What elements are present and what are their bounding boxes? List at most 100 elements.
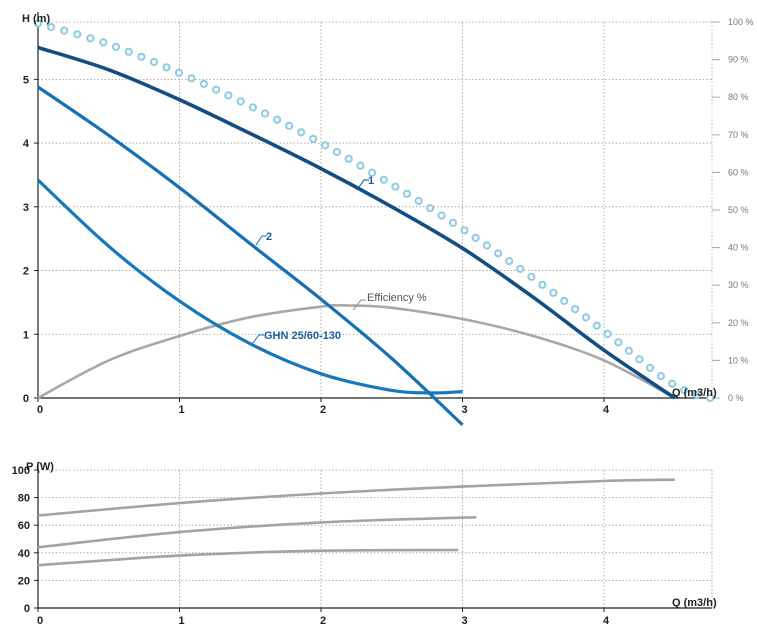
efficiency-axis-tick-label: 10 % xyxy=(728,355,749,365)
dotted-curve-point xyxy=(224,91,233,100)
dotted-curve-point xyxy=(527,272,536,281)
efficiency-axis-tick-label: 30 % xyxy=(728,280,749,290)
bottom-y-tick-label: 40 xyxy=(18,548,30,560)
bottom-x-tick-label: 2 xyxy=(320,615,326,627)
dotted-curve-point xyxy=(124,47,133,56)
bottom-y-tick-label: 100 xyxy=(12,465,30,477)
dotted-curve-point xyxy=(482,241,491,250)
top-y-tick-label: 5 xyxy=(23,74,29,86)
dotted-curve-point xyxy=(332,147,341,157)
curve-2 xyxy=(37,85,464,426)
dotted-curve-point xyxy=(356,161,365,170)
dotted-curve-point xyxy=(656,372,666,381)
dotted-curve-point xyxy=(571,305,580,314)
bottom-y-tick-label: 80 xyxy=(18,493,30,505)
curve-2-label: 2 xyxy=(266,231,272,243)
bottom-chart-grid xyxy=(34,462,713,612)
dotted-curve-point xyxy=(635,355,644,364)
top-y-axis-title: H (m) xyxy=(22,13,50,25)
dotted-curve-point xyxy=(236,97,245,106)
dotted-curve-point xyxy=(260,109,270,118)
bottom-x-tick-label: 1 xyxy=(178,615,184,627)
dotted-curve-point xyxy=(448,218,458,227)
efficiency-axis-tick-label: 50 % xyxy=(728,205,749,215)
dotted-curve-point xyxy=(86,34,95,43)
top-y-tick-label: 1 xyxy=(23,329,29,341)
bottom-x-tick-label: 4 xyxy=(603,615,610,627)
dotted-curve-point xyxy=(285,121,294,131)
top-x-tick-label: 3 xyxy=(461,404,467,416)
top-y-tick-label: 2 xyxy=(23,266,29,278)
curve-1-leader xyxy=(356,179,369,191)
dotted-curve-point xyxy=(391,182,400,191)
dotted-curve-point xyxy=(297,128,306,137)
efficiency-axis-tick-label: 70 % xyxy=(728,130,749,140)
dotted-curve-point xyxy=(344,154,353,163)
efficiency-label: Efficiency % xyxy=(367,292,427,304)
dotted-curve-point xyxy=(199,79,208,89)
dotted-curve-point xyxy=(505,257,514,266)
dotted-curve-point xyxy=(516,264,525,273)
dotted-curve-point xyxy=(402,189,412,198)
dotted-curve-point xyxy=(437,211,446,220)
bottom-x-tick-label: 0 xyxy=(37,615,43,627)
dotted-curve-point xyxy=(706,393,715,403)
dotted-curve-point xyxy=(668,379,677,388)
dotted-curve-point xyxy=(187,74,196,83)
top-x-tick-label: 1 xyxy=(178,404,184,416)
dotted-curve-point xyxy=(471,233,480,242)
power-curve-1 xyxy=(37,478,675,517)
curve-1 xyxy=(37,45,676,400)
dotted-curve-point xyxy=(112,42,121,52)
dotted-curve-point xyxy=(494,249,503,258)
dotted-curve-point xyxy=(248,103,257,112)
dotted-curve-point xyxy=(273,115,282,124)
top-chart-grid xyxy=(34,12,720,402)
efficiency-axis-tick-label: 80 % xyxy=(728,92,749,102)
dotted-curve-point xyxy=(379,175,388,184)
bottom-y-tick-label: 60 xyxy=(18,520,30,532)
dotted-curve-point xyxy=(47,22,56,32)
efficiency-axis-tick-label: 90 % xyxy=(728,55,749,65)
dotted-curve-point xyxy=(560,296,569,306)
efficiency-leader xyxy=(352,299,366,311)
dotted-curve-point xyxy=(614,338,623,347)
dotted-curve-point xyxy=(646,363,655,372)
efficiency-axis-tick-label: 100 % xyxy=(728,17,754,27)
dotted-curve-point xyxy=(73,30,82,39)
dotted-curve-point xyxy=(321,141,330,150)
top-y-tick-label: 0 xyxy=(23,393,29,405)
top-x-tick-label: 0 xyxy=(37,404,43,416)
dotted-curve-point xyxy=(426,204,435,213)
dotted-curve-point xyxy=(603,329,612,338)
curve-2-leader xyxy=(255,235,267,246)
dotted-curve-point xyxy=(33,19,43,28)
efficiency-curve xyxy=(37,303,676,400)
dotted-curve-point xyxy=(149,57,159,67)
top-y-tick-label: 3 xyxy=(23,202,29,214)
dotted-curve-point xyxy=(581,313,591,322)
dotted-curve-point xyxy=(212,85,221,94)
top-x-axis-title: Q (m3/h) xyxy=(672,387,717,399)
bottom-x-axis-title: Q (m3/h) xyxy=(672,597,717,609)
bottom-y-tick-label: 0 xyxy=(24,603,30,615)
dotted-curve-point xyxy=(60,26,69,35)
efficiency-axis-tick-label: 0 % xyxy=(728,393,744,403)
top-x-tick-label: 4 xyxy=(603,404,610,416)
bottom-y-tick-label: 20 xyxy=(18,575,30,587)
dotted-curve-point xyxy=(549,288,558,297)
top-y-tick-label: 4 xyxy=(23,138,30,150)
efficiency-axis-tick-label: 40 % xyxy=(728,243,749,253)
efficiency-axis-tick-label: 60 % xyxy=(728,167,749,177)
dotted-curve-point xyxy=(538,280,547,289)
efficiency-axis-tick-label: 20 % xyxy=(728,318,749,328)
bottom-chart-series xyxy=(37,478,675,567)
curve-ghn-leader xyxy=(251,334,264,345)
curve-1-label: 1 xyxy=(368,175,374,187)
dotted-curve-point xyxy=(162,63,171,72)
dotted-curve-point xyxy=(309,134,318,143)
dotted-curve-point xyxy=(414,196,423,206)
dotted-curve-point xyxy=(137,52,146,61)
